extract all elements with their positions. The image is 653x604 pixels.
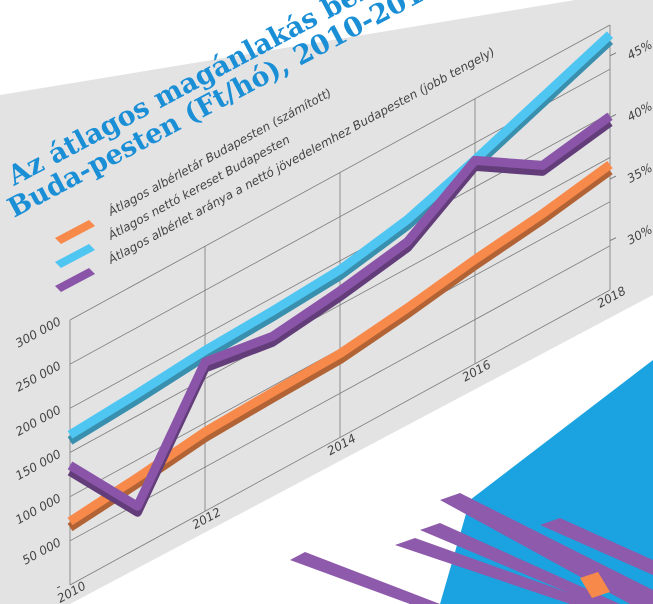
- line: [67, 112, 613, 511]
- legend-swatch: [55, 268, 95, 292]
- y2-tick: [609, 52, 617, 57]
- y2-tick: [609, 113, 617, 118]
- legend-swatch: [55, 244, 95, 268]
- y-tick-label: -: [53, 579, 64, 593]
- line: [67, 31, 614, 439]
- decor: [290, 360, 653, 604]
- y2-tick: [609, 237, 617, 242]
- legend-swatch: [55, 220, 95, 244]
- y2-tick: [609, 175, 617, 180]
